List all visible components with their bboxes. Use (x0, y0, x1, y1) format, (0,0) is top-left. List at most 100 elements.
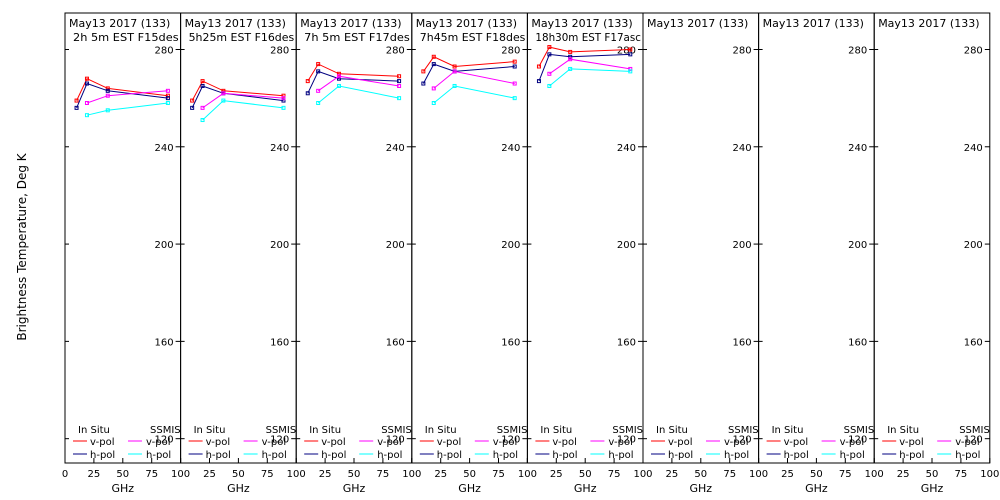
legend-label-ssmis: h-pol (146, 450, 171, 461)
series-line (538, 46, 631, 67)
series (547, 66, 633, 88)
series-line (191, 80, 284, 101)
data-point (84, 81, 89, 86)
x-tick-label: 75 (377, 469, 390, 480)
series-line (202, 100, 284, 121)
panel-6: May13 2017 (133) 120 160 200 240 280 25 50 75 100… (642, 12, 768, 495)
data-point (568, 57, 573, 62)
y-tick-label: 160 (964, 337, 983, 348)
panel-frame (64, 12, 182, 464)
data-point (431, 54, 436, 59)
legend-label-insitu: v-pol (552, 437, 577, 448)
series-line (191, 85, 284, 109)
series-line (317, 85, 400, 104)
data-point (628, 47, 633, 52)
panel-frame (873, 12, 991, 464)
data-point (200, 105, 205, 110)
x-tick-label: 50 (694, 469, 707, 480)
y-tick-label: 280 (155, 45, 174, 56)
panel-8: May13 2017 (133) 120 160 200 240 280 25 50 75 100… (873, 12, 999, 495)
data-point (84, 76, 89, 81)
data-point (628, 66, 633, 71)
series (84, 101, 170, 118)
x-tick-label: 75 (955, 469, 968, 480)
data-point (628, 69, 633, 74)
x-axis-label: GHz (112, 482, 135, 495)
panel-frame (758, 12, 875, 464)
legend-header-insitu: In Situ (78, 425, 110, 436)
data-point (316, 69, 321, 74)
data-point (452, 64, 457, 69)
series-line (549, 68, 631, 87)
y-tick-label: 280 (501, 45, 520, 56)
legend-label-insitu: v-pol (90, 437, 115, 448)
x-tick-label: 25 (897, 469, 910, 480)
x-axis-label: GHz (574, 482, 597, 495)
data-point (305, 79, 310, 84)
legend-label-insitu: h-pol (90, 450, 115, 461)
y-tick-label: 160 (386, 337, 405, 348)
panel-1: May13 2017 (133)2h 5m EST F15des 120 160 20… (62, 12, 190, 495)
x-tick-label: 100 (171, 469, 190, 480)
y-tick-label: 240 (964, 143, 983, 154)
data-point (431, 86, 436, 91)
series-line (76, 78, 168, 101)
legend-header-ssmis: SSMIS (150, 425, 181, 436)
data-point (316, 88, 321, 93)
x-tick-label: 75 (492, 469, 505, 480)
legend-label-insitu: h-pol (784, 450, 809, 461)
x-axis-label: GHz (343, 482, 366, 495)
panel-title-pass: 18h30m EST F17asc (535, 31, 641, 44)
y-tick-label: 240 (386, 143, 405, 154)
y-tick-label: 280 (617, 45, 636, 56)
series (316, 74, 402, 93)
data-point (190, 105, 195, 110)
series-line (86, 90, 168, 104)
legend-label-insitu: v-pol (206, 437, 231, 448)
legend-label-insitu: v-pol (784, 437, 809, 448)
legend-label-ssmis: h-pol (724, 450, 749, 461)
y-tick-label: 160 (501, 337, 520, 348)
data-point (397, 79, 402, 84)
x-tick-label: 50 (232, 469, 245, 480)
panel-title-date: May13 2017 (133) (763, 17, 864, 30)
x-tick-label: 75 (608, 469, 621, 480)
y-tick-label: 280 (733, 45, 752, 56)
y-tick-label: 240 (848, 143, 867, 154)
panel-frame (411, 12, 528, 464)
data-point (628, 52, 633, 57)
data-point (74, 105, 79, 110)
y-tick-label: 120 (733, 435, 752, 446)
panel-frame (526, 12, 644, 464)
data-point (547, 52, 552, 57)
y-axis-label: Brightness Temperature, Deg K (15, 152, 29, 340)
x-tick-label: 75 (145, 469, 158, 480)
y-tick-label: 120 (964, 435, 983, 446)
series-line (76, 82, 168, 109)
data-point (512, 64, 517, 69)
y-tick-label: 120 (270, 435, 289, 446)
series (431, 83, 517, 105)
data-point (452, 83, 457, 88)
y-tick-label: 240 (501, 143, 520, 154)
panel-4: May13 2017 (133)7h45m EST F18des 120 160 20… (411, 12, 537, 495)
y-tick-label: 160 (617, 337, 636, 348)
panel-title-date: May13 2017 (133) (647, 17, 748, 30)
legend-header-ssmis: SSMIS (612, 425, 643, 436)
series (536, 45, 633, 69)
y-tick-label: 280 (964, 45, 983, 56)
x-tick-label: 50 (463, 469, 476, 480)
panel-title-pass: 7h 5m EST F17des (304, 31, 410, 44)
series-line (86, 102, 168, 116)
legend-header-insitu: In Situ (194, 425, 226, 436)
x-tick-label: 25 (88, 469, 101, 480)
panel-title-date: May13 2017 (133) (531, 17, 632, 30)
y-tick-label: 120 (501, 435, 520, 446)
legend-label-ssmis: v-pol (146, 437, 171, 448)
legend-label-insitu: h-pol (321, 450, 346, 461)
data-point (336, 71, 341, 76)
